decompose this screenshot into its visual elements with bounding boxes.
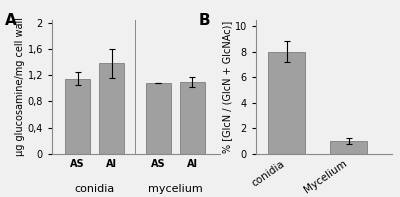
Bar — [65, 79, 90, 154]
Bar — [268, 52, 306, 154]
Text: A: A — [5, 13, 17, 28]
Text: B: B — [199, 13, 210, 28]
Bar — [330, 141, 367, 154]
Bar — [146, 83, 171, 154]
Y-axis label: % [GlcN / (GlcN + GlcNAc)]: % [GlcN / (GlcN + GlcNAc)] — [222, 20, 232, 153]
Bar — [180, 82, 205, 154]
Y-axis label: μg glucosamine/mg cell wall: μg glucosamine/mg cell wall — [15, 17, 25, 156]
Bar — [99, 63, 124, 154]
Text: conidia: conidia — [74, 184, 115, 194]
Text: mycelium: mycelium — [148, 184, 203, 194]
